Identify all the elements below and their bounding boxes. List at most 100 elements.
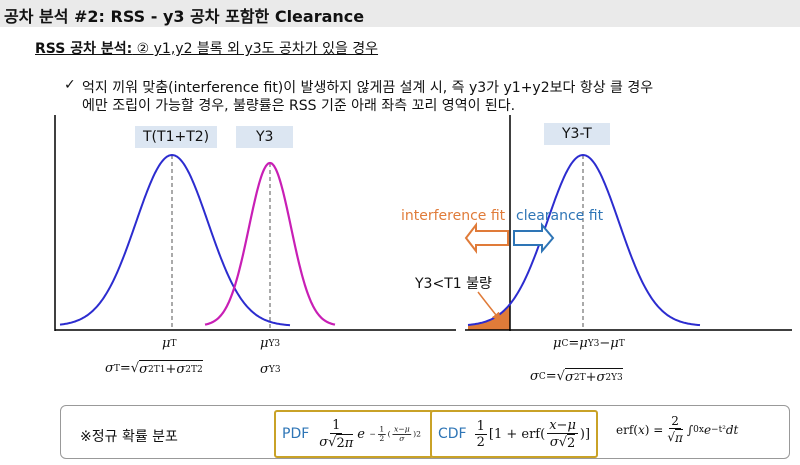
- formula: σ C = √ σ 2 T + σ 2 Y3: [530, 368, 623, 385]
- math-sub: T: [579, 372, 586, 383]
- math-var: σ: [319, 434, 329, 450]
- math-sup: 2: [605, 372, 612, 383]
- formula: 1 σ √ 2 π e −1 2(x − μ σ) 2: [315, 418, 425, 451]
- math-text: 1: [476, 418, 485, 434]
- numerator: 1: [330, 417, 343, 434]
- denominator: σ √ 2: [548, 433, 577, 451]
- math-text: =: [545, 369, 557, 384]
- math-var: μ: [553, 336, 562, 351]
- math-text: (: [387, 429, 391, 439]
- numerator: 1: [474, 418, 487, 435]
- math-var: μ: [610, 336, 619, 351]
- math-text: 2: [379, 434, 385, 443]
- math-text: +: [165, 362, 177, 377]
- numerator: x − μ: [547, 418, 578, 434]
- math-var: x: [549, 417, 557, 433]
- math-sup: x: [698, 424, 704, 435]
- sqrt-sign: √: [556, 369, 565, 384]
- math-var: σ: [176, 362, 186, 377]
- math-sub: Y3: [587, 338, 600, 349]
- math-text: −: [398, 425, 405, 434]
- math-text: ∫: [686, 422, 694, 437]
- sqrt-sign: √: [667, 430, 675, 444]
- math-var: μ: [567, 417, 576, 433]
- numerator: 1: [377, 425, 386, 435]
- fraction: 1 σ √ 2 π: [317, 418, 355, 451]
- formula: 1 2 [1 + erf(x − μ σ √ 2)]: [473, 418, 590, 451]
- interference-label: interference fit: [401, 208, 506, 224]
- math-text: −: [369, 429, 376, 439]
- arrow-clearance: [513, 222, 555, 254]
- curve-y3: [204, 161, 336, 326]
- math-var: μ: [260, 336, 269, 351]
- radicand: σ 2 T1 + σ 2 T2: [139, 360, 203, 377]
- math-text: =: [119, 361, 131, 376]
- radicand: π: [674, 429, 683, 445]
- formula: σ T = √ σ 2 T1 + σ 2 T2: [105, 360, 203, 377]
- math-var: σ: [549, 434, 559, 450]
- sqrt-sign: √: [558, 434, 567, 450]
- defect-area: [468, 304, 510, 330]
- fraction: x − μ σ: [392, 425, 412, 443]
- math-text: 2: [336, 435, 345, 451]
- math-var: σ: [596, 370, 606, 385]
- math-sup: −t²: [711, 424, 726, 435]
- math-text: )]: [579, 426, 591, 442]
- label-y3: Y3: [236, 126, 294, 148]
- math-text: ): [413, 429, 417, 439]
- math-sub: T: [113, 363, 120, 374]
- curve-c: [467, 153, 701, 327]
- math-sub: C: [538, 371, 546, 382]
- math-sup: −1 2(x − μ σ) 2: [370, 425, 421, 443]
- clearance-label: clearance fit: [516, 208, 604, 224]
- formula: μ Y3: [260, 336, 280, 351]
- math-text: 1: [332, 417, 341, 433]
- math-text: −: [599, 336, 611, 351]
- arrow-interference: [464, 222, 509, 254]
- math-text: =: [568, 336, 580, 351]
- bullet-line: 에만 조립이 가능할 경우, 불량률은 RSS 기준 아래 좌측 꼬리 영역이 …: [82, 98, 516, 114]
- radicand: 2: [566, 433, 576, 451]
- label-c: Y3-T: [544, 123, 610, 145]
- math-var: μ: [579, 336, 588, 351]
- math-text: −: [556, 417, 568, 433]
- math-text: 2: [476, 434, 485, 450]
- fraction: 2 √ π: [665, 414, 685, 445]
- math-text: 1: [379, 425, 385, 434]
- subtitle-bold: RSS 공차 분석:: [35, 41, 133, 57]
- math-var: π: [674, 431, 683, 445]
- math-var: π: [344, 435, 354, 451]
- denominator: σ √ 2 π: [317, 433, 355, 451]
- pdf-tag: PDF: [282, 426, 310, 442]
- math-sub: Y3: [611, 372, 623, 383]
- math-var: σ: [530, 369, 539, 384]
- title-bar: [0, 0, 800, 27]
- math-var: σ: [399, 434, 405, 443]
- numerator: 2: [669, 414, 681, 429]
- math-sup: 2: [416, 429, 421, 439]
- math-sub: T1: [153, 364, 166, 375]
- numerator: x − μ: [392, 425, 412, 435]
- math-var: e: [703, 422, 712, 437]
- cdf-box: CDF 1 2 [1 + erf(x − μ σ √ 2)]: [430, 410, 599, 458]
- denominator: 2: [378, 434, 386, 443]
- math-sub: T: [170, 338, 177, 349]
- math-text: +: [585, 370, 597, 385]
- fraction: x − μ σ √ 2: [547, 418, 578, 451]
- math-sup: 2: [573, 372, 580, 383]
- math-text: [1 + erf(: [488, 426, 546, 442]
- math-var: dt: [725, 422, 739, 437]
- math-text: 2: [671, 414, 679, 428]
- pdf-box: PDF 1 σ √ 2 π e −1 2(x − μ σ) 2: [274, 410, 434, 458]
- sqrt-sign: √: [130, 361, 140, 376]
- denominator: √ π: [665, 429, 685, 445]
- math-sup: 2: [185, 364, 191, 375]
- math-var: x: [637, 422, 645, 437]
- formula: erf(x) = 2 √ π ∫ 0 x e −t² dt: [616, 414, 738, 445]
